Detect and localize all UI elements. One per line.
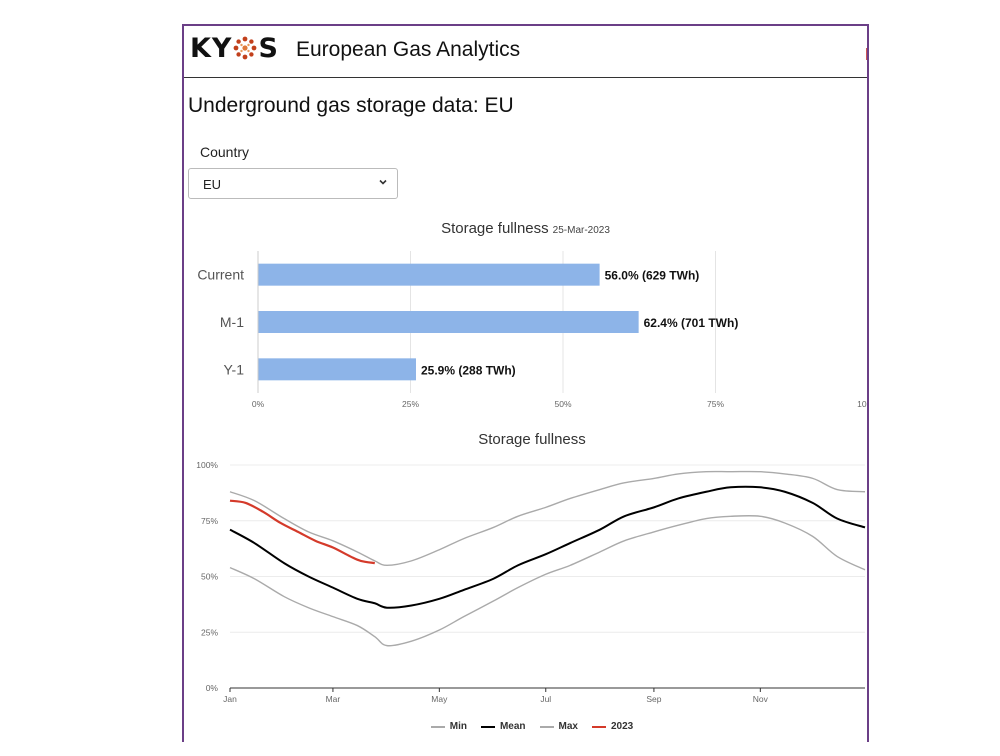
line-x-tick-label: Sep [646,694,661,704]
bar-chart-title: Storage fullness 25-Mar-2023 [184,220,867,237]
chevron-down-icon [379,179,387,185]
series-line-2023 [229,499,375,565]
legend-item-min[interactable]: Min [430,721,467,732]
navbar-edge-marker [866,48,867,60]
app-frame: KY S European Gas Analytics Underground … [182,24,869,742]
line-chart-title: Storage fullness [478,431,586,448]
page-title: Underground gas storage data: EU [188,94,514,117]
bar-data-label: 56.0% (629 TWh) [605,269,700,283]
bar-category-label: Current [197,267,244,283]
line-chart: 0% 25% 50% 75% 100% Jan Mar May Jul Sep Nov [196,460,866,704]
country-select[interactable]: EU [188,168,398,199]
line-x-tick-label: Jan [223,694,237,704]
bar-x-tick-label: 25% [402,399,419,409]
legend-item-mean[interactable]: Mean [480,721,526,732]
bar-x-tick-label: 0% [252,399,265,409]
bar-category-label: Y-1 [223,361,244,377]
legend-label-max: Max [558,721,578,732]
navbar: KY S European Gas Analytics [184,26,867,78]
line-y-tick-label: 75% [201,516,218,526]
bar-chart-date: 25-Mar-2023 [552,225,610,236]
legend-label-min: Min [449,721,467,732]
legend-label-2023: 2023 [610,721,634,732]
line-x-tick-label: Nov [753,694,769,704]
bar-current [258,263,600,286]
legend-swatch-min [430,725,445,728]
logo-text-left: KY [190,32,233,64]
legend-swatch-mean [480,725,495,728]
bar-data-label: 25.9% (288 TWh) [421,363,516,377]
legend-swatch-2023 [591,725,606,728]
country-label: Country [200,144,250,160]
line-chart-legend: Min Mean Max 2023 [184,721,867,732]
legend-swatch-max [539,725,554,728]
line-x-tick-label: Jul [540,694,551,704]
bar-x-tick-label: 50% [554,399,571,409]
line-x-tick-label: May [431,694,448,704]
line-y-tick-label: 0% [206,683,219,693]
series-line-min [229,515,866,647]
bar-x-tick-label: 75% [707,399,724,409]
line-y-tick-label: 50% [201,572,218,582]
legend-item-2023[interactable]: 2023 [591,721,634,732]
bar-y1 [258,358,416,381]
bar-m1 [258,311,639,333]
bar-chart: 0% 25% 50% 75% 100% Current 56.0% (629 TWh) M-1… [197,251,869,409]
brand-title: European Gas Analytics [296,38,521,61]
bar-x-tick-label: 100% [857,399,869,409]
kyos-logo[interactable]: KY S [190,30,279,66]
line-x-tick-label: Mar [326,694,341,704]
line-y-tick-label: 25% [201,627,218,637]
legend-label-mean: Mean [499,721,526,732]
series-line-mean [229,485,866,609]
bar-chart-title-text: Storage fullness [441,220,549,237]
bar-category-label: M-1 [220,314,244,330]
logo-text-right: S [258,32,279,64]
country-select-value: EU [203,177,222,192]
series-line-max [229,470,866,567]
logo-dot-ring-icon [234,36,257,60]
bar-data-label: 62.4% (701 TWh) [644,316,739,330]
legend-item-max[interactable]: Max [539,721,578,732]
line-y-tick-label: 100% [196,460,218,470]
